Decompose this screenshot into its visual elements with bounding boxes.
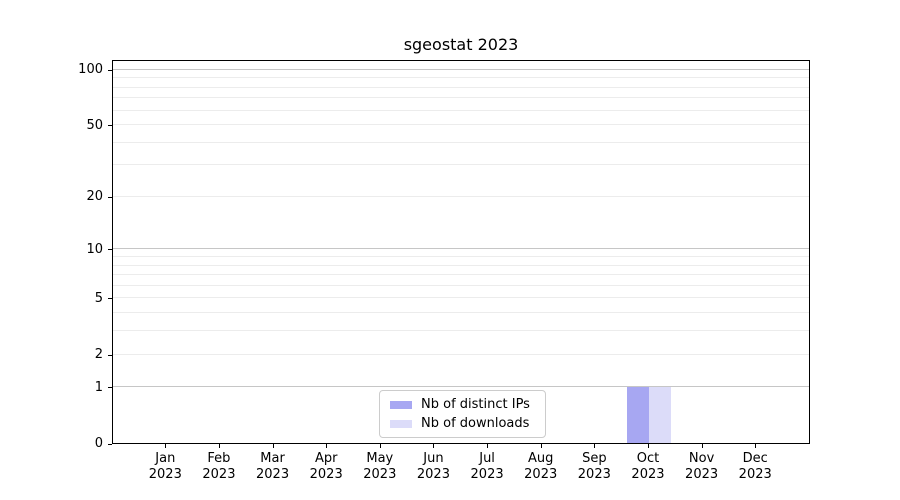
xtick-month: Apr <box>314 451 338 466</box>
gridline-y-8 <box>113 264 809 266</box>
xtick-month: Jan <box>155 451 176 466</box>
xtick-month: Mar <box>260 451 285 466</box>
xtick-year: 2023 <box>416 467 450 482</box>
xtick-year: 2023 <box>363 467 397 482</box>
ytick-label-20: 20 <box>86 189 103 205</box>
ytick-mark-1 <box>108 387 112 389</box>
xtick-label-jun: Jun 2023 <box>401 451 465 483</box>
gridline-y-30 <box>113 164 809 166</box>
xtick-label-aug: Aug 2023 <box>509 451 573 483</box>
xtick-mark-may <box>379 444 381 448</box>
xtick-month: Nov <box>688 451 715 466</box>
ytick-mark-2 <box>108 354 112 356</box>
ytick-label-50: 50 <box>86 117 103 133</box>
gridline-y-80 <box>113 86 809 88</box>
xtick-mark-oct <box>647 444 649 448</box>
plot-area: Nb of distinct IPs Nb of downloads <box>112 60 810 444</box>
gridline-y-60 <box>113 109 809 111</box>
gridline-y-2 <box>113 353 809 355</box>
legend-label-downloads: Nb of downloads <box>421 416 530 431</box>
xtick-mark-feb <box>218 444 220 448</box>
bar-oct-distinct-ips <box>626 386 649 443</box>
gridline-y-40 <box>113 141 809 143</box>
xtick-mark-jun <box>433 444 435 448</box>
ytick-mark-10 <box>108 249 112 251</box>
ytick-label-0: 0 <box>94 436 103 451</box>
xtick-mark-nov <box>701 444 703 448</box>
xtick-year: 2023 <box>309 467 343 482</box>
ytick-label-2: 2 <box>94 347 103 363</box>
gridline-y-6 <box>113 284 809 286</box>
gridline-y-9 <box>113 256 809 258</box>
ytick-label-10: 10 <box>86 241 103 257</box>
gridline-y-20 <box>113 195 809 197</box>
xtick-mark-jan <box>165 444 167 448</box>
xtick-year: 2023 <box>148 467 182 482</box>
gridline-y-7 <box>113 274 809 276</box>
legend: Nb of distinct IPs Nb of downloads <box>379 390 546 438</box>
xtick-mark-sep <box>594 444 596 448</box>
ytick-mark-5 <box>108 298 112 300</box>
xtick-month: Dec <box>742 451 768 466</box>
legend-swatch-downloads <box>390 419 412 428</box>
ytick-mark-100 <box>108 69 112 71</box>
gridline-y-5 <box>113 297 809 299</box>
gridline-y-90 <box>113 77 809 79</box>
gridline-y-100 <box>113 68 809 70</box>
legend-swatch-distinct-ips <box>390 400 412 409</box>
gridline-y-10 <box>113 248 809 250</box>
xtick-month: Jul <box>479 451 495 466</box>
xtick-mark-mar <box>272 444 274 448</box>
xtick-year: 2023 <box>577 467 611 482</box>
xtick-label-sep: Sep 2023 <box>562 451 626 483</box>
chart-title: sgeostat 2023 <box>403 35 519 54</box>
xtick-month: Oct <box>636 451 660 466</box>
xtick-label-oct: Oct 2023 <box>616 451 680 483</box>
gridline-y-3 <box>113 330 809 332</box>
gridline-y-70 <box>113 97 809 99</box>
xtick-mark-dec <box>755 444 757 448</box>
xtick-year: 2023 <box>256 467 290 482</box>
xtick-month: Aug <box>528 451 554 466</box>
xtick-label-feb: Feb 2023 <box>187 451 251 483</box>
xtick-year: 2023 <box>685 467 719 482</box>
ytick-label-100: 100 <box>78 62 103 78</box>
xtick-year: 2023 <box>738 467 772 482</box>
xtick-month: Feb <box>207 451 231 466</box>
xtick-mark-apr <box>326 444 328 448</box>
legend-item-downloads: Nb of downloads <box>390 416 537 431</box>
legend-label-distinct-ips: Nb of distinct IPs <box>421 397 530 412</box>
xtick-label-apr: Apr 2023 <box>294 451 358 483</box>
xtick-mark-aug <box>540 444 542 448</box>
bar-oct-downloads <box>648 386 671 443</box>
xtick-mark-jul <box>487 444 489 448</box>
gridline-y-4 <box>113 312 809 314</box>
xtick-year: 2023 <box>524 467 558 482</box>
xtick-year: 2023 <box>470 467 504 482</box>
ytick-label-1: 1 <box>94 379 103 395</box>
xtick-label-mar: Mar 2023 <box>241 451 305 483</box>
xtick-label-may: May 2023 <box>348 451 412 483</box>
xtick-label-jan: Jan 2023 <box>133 451 197 483</box>
xtick-year: 2023 <box>631 467 665 482</box>
xtick-month: Jun <box>423 451 444 466</box>
xtick-label-nov: Nov 2023 <box>670 451 734 483</box>
ytick-mark-0 <box>108 443 112 445</box>
xtick-month: May <box>366 451 394 466</box>
ytick-mark-20 <box>108 196 112 198</box>
legend-item-distinct-ips: Nb of distinct IPs <box>390 397 537 412</box>
ytick-mark-50 <box>108 125 112 127</box>
xtick-label-jul: Jul 2023 <box>455 451 519 483</box>
ytick-label-5: 5 <box>94 290 103 306</box>
gridline-y-50 <box>113 124 809 126</box>
xtick-year: 2023 <box>202 467 236 482</box>
gridline-y-1 <box>113 386 809 388</box>
xtick-month: Sep <box>582 451 607 466</box>
xtick-label-dec: Dec 2023 <box>723 451 787 483</box>
